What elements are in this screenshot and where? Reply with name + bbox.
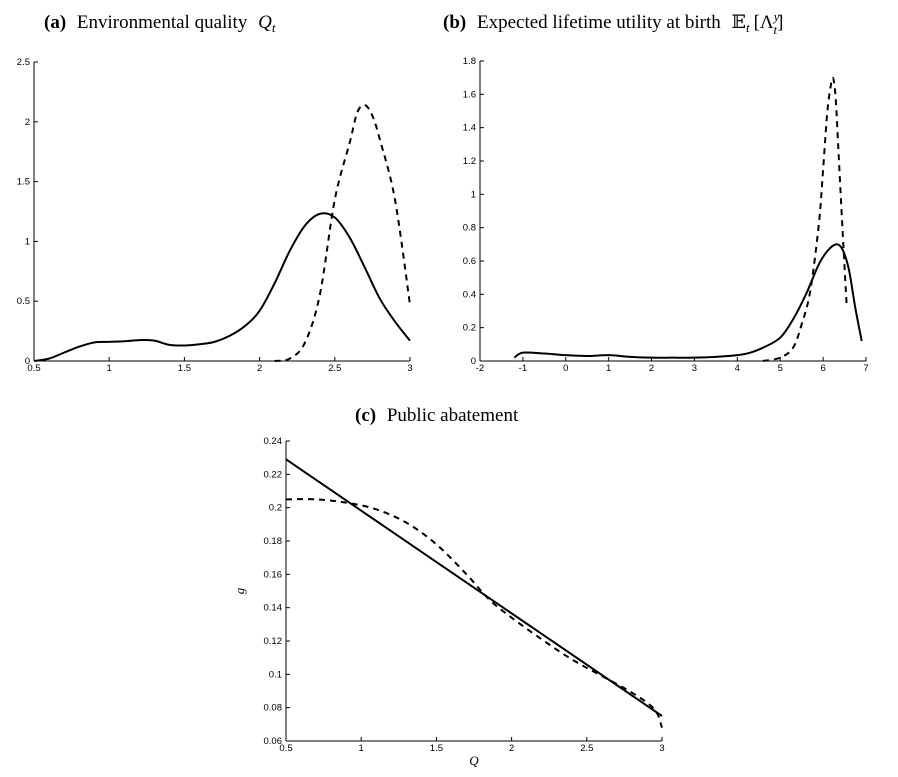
panel-c-y-tick-label: 0.14: [264, 603, 283, 614]
panel-c-y-tick-label: 0.24: [264, 436, 283, 447]
panel-a-title-symbol: Q: [258, 12, 272, 33]
panel-c-x-tick-label: 1.5: [430, 743, 443, 754]
panel-b-title-close: ]: [777, 12, 783, 33]
panel-b-label: (b): [443, 12, 466, 33]
panel-b-series-dashed: [762, 76, 848, 362]
panel-c-x-tick-label: 2: [509, 743, 514, 754]
panel-a-y-tick-label: 1: [25, 236, 30, 247]
panel-b-y-tick-label: 0.4: [463, 289, 476, 300]
panel-a-y-tick-label: 0.5: [17, 296, 30, 307]
panel-a-title-subscript: t: [272, 20, 276, 35]
panel-a-y-tick-label: 1.5: [17, 177, 30, 188]
panel-c-x-tick-label: 0.5: [279, 743, 292, 754]
panel-c-y-axis-label: g: [232, 587, 247, 594]
panel-b-x-tick-label: 7: [863, 363, 868, 374]
panel-c-series-solid: [285, 458, 663, 717]
panel-c-chart: 0.5 1 1.5 2 2.5 3 0.06 0.08 0.1 0.12 0.14 0.16 0.18 0…: [232, 436, 665, 768]
panel-a-series-solid: [33, 212, 411, 362]
panel-b-x-tick-label: -2: [476, 363, 484, 374]
panel-b-y-tick-label: 1.6: [463, 89, 476, 100]
panel-a-title-text: Environmental quality: [77, 12, 248, 33]
panel-b-title-superscript: y: [772, 9, 780, 24]
panel-c-x-tick-label: 2.5: [580, 743, 593, 754]
panel-a-x-tick-label: 3: [407, 363, 412, 374]
panel-a-y-tick-label: 0: [25, 356, 30, 367]
panel-b-title-expectation: 𝔼: [732, 12, 746, 33]
panel-b-y-tick-label: 0.2: [463, 323, 476, 334]
panel-a-series-dashed: [274, 103, 411, 362]
panel-b-x-tick-label: 4: [735, 363, 740, 374]
panel-c-y-tick-label: 0.06: [264, 736, 283, 747]
panel-c-y-tick-label: 0.2: [269, 503, 282, 514]
panel-c-series-dashed: [285, 498, 663, 729]
panel-b-y-tick-label: 0.8: [463, 223, 476, 234]
panel-b-y-tick-label: 1.8: [463, 56, 476, 67]
panel-c-title-text: Public abatement: [387, 405, 519, 426]
panel-b-x-tick-label: -1: [519, 363, 527, 374]
panel-a-x-tick-label: 2.5: [328, 363, 341, 374]
panel-b-title-subscript: t: [746, 20, 750, 35]
panel-b-x-tick-label: 1: [606, 363, 611, 374]
panel-b-y-tick-label: 1: [471, 189, 476, 200]
panel-a-title: (a) Environmental quality Qt: [44, 12, 276, 35]
panel-a-x-tick-label: 0.5: [27, 363, 40, 374]
panel-c-x-axis-label: Q: [469, 753, 479, 768]
panel-b-series-solid: [513, 243, 863, 359]
panel-b-x-tick-label: 5: [778, 363, 783, 374]
panel-a-y-tick-label: 2.5: [17, 57, 30, 68]
panel-b-x-tick-label: 2: [649, 363, 654, 374]
panel-c-y-tick-label: 0.18: [264, 536, 283, 547]
panel-c-title: (c) Public abatement: [355, 405, 519, 426]
panel-b-x-tick-label: 6: [820, 363, 825, 374]
panel-c-x-tick-label: 1: [359, 743, 364, 754]
panel-b-y-tick-label: 1.4: [463, 123, 476, 134]
panel-a-x-tick-label: 1.5: [178, 363, 191, 374]
panel-c-y-tick-label: 0.16: [264, 569, 283, 580]
panel-b-title: (b) Expected lifetime utility at birth 𝔼…: [443, 9, 783, 37]
panel-c-y-tick-label: 0.08: [264, 703, 283, 714]
panel-b-title-bracket: [Λ: [754, 12, 774, 33]
panel-a-x-tick-label: 1: [107, 363, 112, 374]
panel-c-y-tick-label: 0.22: [264, 469, 283, 480]
panel-c-y-tick-label: 0.1: [269, 669, 282, 680]
panel-a-chart: 0.5 1 1.5 2 2.5 300.511.522.5: [17, 57, 413, 374]
panel-b-title-subscript-2: t: [774, 22, 778, 37]
panel-b-y-tick-label: 0.6: [463, 256, 476, 267]
panel-b-x-tick-label: 0: [563, 363, 568, 374]
panel-a-x-tick-label: 2: [257, 363, 262, 374]
panel-b-x-tick-label: 3: [692, 363, 697, 374]
panel-b-y-tick-label: 0: [471, 356, 476, 367]
panel-c-label: (c): [355, 405, 376, 426]
panel-a-label: (a): [44, 12, 66, 33]
panel-c-x-tick-label: 3: [659, 743, 664, 754]
panel-b-y-tick-label: 1.2: [463, 156, 476, 167]
panel-c-y-tick-label: 0.12: [264, 636, 283, 647]
panel-a-y-tick-label: 2: [25, 117, 30, 128]
panel-b-title-text: Expected lifetime utility at birth: [477, 12, 721, 33]
panel-b-chart: -2 -1 0 1 2 3 4 5 6 7 0 0.2 0.4 0.6 0.8 1 1.2 1.4 1.6 1.8: [463, 56, 869, 374]
